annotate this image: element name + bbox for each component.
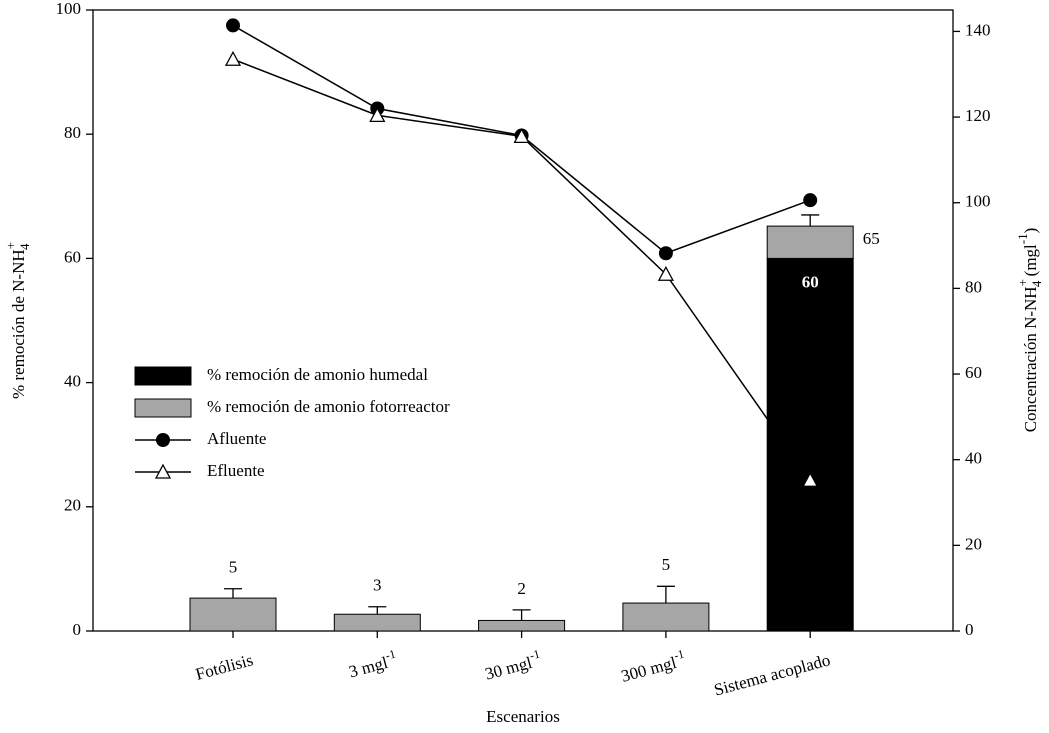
error-bar	[368, 606, 387, 615]
error-bar	[512, 609, 531, 621]
marker	[369, 106, 386, 123]
marker	[224, 50, 242, 66]
error-bar	[224, 588, 242, 599]
total-label: 5	[229, 558, 238, 577]
marker	[226, 18, 240, 33]
x-tick-label: Fotólisis	[194, 650, 256, 684]
error-bar	[656, 585, 675, 604]
marker	[154, 463, 172, 479]
marker	[156, 433, 170, 447]
y2-tick-label: 140	[965, 20, 991, 39]
y-tick-label: 60	[64, 247, 81, 266]
marker	[658, 246, 673, 261]
marker	[513, 127, 530, 143]
total-label: 65	[863, 229, 880, 248]
y2-tick-label: 100	[965, 192, 991, 211]
bar	[766, 257, 854, 632]
x-tick-label: Sistema acoplado	[712, 650, 832, 699]
y-tick-label: 100	[56, 0, 82, 18]
bar	[622, 602, 710, 632]
x-tick-label: 300 mgl-1	[618, 646, 688, 686]
legend-label: Efluente	[207, 461, 265, 480]
y2-tick-label: 0	[965, 620, 974, 639]
total-label: 3	[373, 576, 382, 595]
x-axis-label: Escenarios	[486, 707, 560, 726]
bar	[766, 225, 854, 259]
error-bar	[801, 214, 820, 227]
y-tick-label: 0	[73, 620, 82, 639]
legend-label: Afluente	[207, 429, 266, 448]
y2-tick-label: 80	[965, 277, 982, 296]
legend-label: % remoción de amonio humedal	[207, 365, 428, 384]
bar	[478, 619, 566, 632]
marker	[803, 193, 818, 208]
total-label: 2	[517, 579, 526, 598]
y2-tick-label: 20	[965, 534, 982, 553]
marker	[657, 265, 674, 281]
y2-tick-label: 40	[965, 449, 982, 468]
total-label: 5	[662, 555, 671, 574]
marker	[802, 471, 819, 487]
x-tick-label: 30 mgl-1	[482, 646, 544, 683]
bar-label: 60	[802, 272, 819, 291]
y-tick-label: 80	[64, 123, 81, 142]
y2-tick-label: 120	[965, 106, 991, 125]
y2-tick-label: 60	[965, 363, 982, 382]
axis-label: % remoción de N-NH+4	[3, 242, 32, 399]
legend-swatch	[134, 366, 192, 386]
x-tick-label: 3 mgl-1	[346, 646, 400, 681]
legend-swatch	[134, 398, 192, 418]
bar	[189, 597, 277, 632]
y-tick-label: 20	[64, 496, 81, 515]
y-tick-label: 40	[64, 372, 81, 391]
bar	[333, 613, 421, 632]
line	[232, 58, 811, 481]
axis-label: Concentración N-NH+4 (mgl-1)	[1015, 228, 1044, 433]
legend-label: % remoción de amonio fotorreactor	[207, 397, 450, 416]
